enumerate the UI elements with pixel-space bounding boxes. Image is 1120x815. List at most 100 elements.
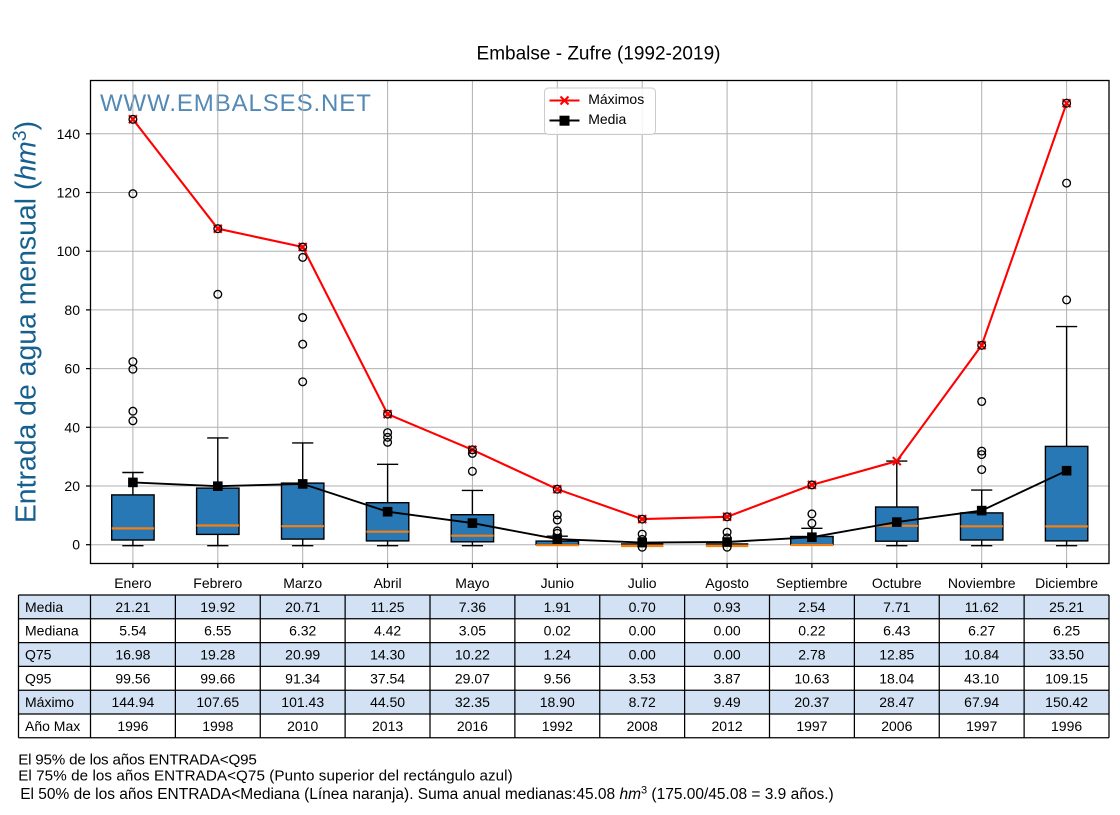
svg-text:120: 120 (57, 185, 81, 201)
svg-text:80: 80 (64, 302, 80, 318)
svg-text:14.30: 14.30 (370, 647, 405, 663)
svg-text:6.43: 6.43 (883, 623, 910, 639)
svg-text:0: 0 (72, 537, 80, 553)
svg-text:99.56: 99.56 (115, 670, 150, 686)
svg-text:Media: Media (588, 111, 626, 127)
svg-text:37.54: 37.54 (370, 670, 405, 686)
svg-text:20.99: 20.99 (285, 647, 320, 663)
svg-text:32.35: 32.35 (455, 694, 490, 710)
svg-text:1996: 1996 (1051, 718, 1082, 734)
svg-text:Embalse - Zufre (1992-2019): Embalse - Zufre (1992-2019) (477, 44, 721, 65)
svg-text:Media: Media (25, 599, 63, 615)
svg-text:7.71: 7.71 (883, 599, 910, 615)
svg-text:109.15: 109.15 (1045, 670, 1088, 686)
svg-text:1997: 1997 (796, 718, 827, 734)
svg-text:20: 20 (64, 478, 80, 494)
svg-text:3.87: 3.87 (713, 670, 740, 686)
svg-text:2006: 2006 (881, 718, 912, 734)
svg-text:2012: 2012 (712, 718, 743, 734)
svg-text:3.05: 3.05 (459, 623, 486, 639)
svg-text:20.71: 20.71 (285, 599, 320, 615)
svg-text:1992: 1992 (542, 718, 573, 734)
svg-text:12.85: 12.85 (879, 647, 914, 663)
svg-text:11.62: 11.62 (965, 599, 999, 615)
svg-text:29.07: 29.07 (455, 670, 490, 686)
svg-text:20.37: 20.37 (794, 694, 829, 710)
svg-text:El 50% de los años ENTRADA<Med: El 50% de los años ENTRADA<Mediana (Líne… (20, 785, 834, 804)
svg-text:19.92: 19.92 (200, 599, 235, 615)
svg-text:140: 140 (57, 126, 81, 142)
svg-text:3.53: 3.53 (629, 670, 656, 686)
svg-text:7.36: 7.36 (459, 599, 486, 615)
svg-text:107.65: 107.65 (196, 694, 239, 710)
svg-text:9.56: 9.56 (544, 670, 571, 686)
svg-text:16.98: 16.98 (115, 647, 150, 663)
svg-text:1.24: 1.24 (544, 647, 571, 663)
svg-text:19.28: 19.28 (200, 647, 235, 663)
svg-text:Octubre: Octubre (872, 575, 922, 591)
svg-text:60: 60 (64, 361, 80, 377)
svg-text:11.25: 11.25 (371, 599, 405, 615)
svg-text:Q95: Q95 (25, 670, 52, 686)
svg-text:Año Max: Año Max (25, 718, 80, 734)
svg-text:Agosto: Agosto (705, 575, 749, 591)
svg-text:El 75% de los años ENTRADA<Q75: El 75% de los años ENTRADA<Q75 (Punto su… (18, 768, 513, 785)
svg-text:8.72: 8.72 (629, 694, 656, 710)
svg-text:Febrero: Febrero (193, 575, 242, 591)
svg-text:0.93: 0.93 (713, 599, 740, 615)
svg-text:4.42: 4.42 (374, 623, 401, 639)
svg-text:0.00: 0.00 (629, 647, 656, 663)
svg-text:6.25: 6.25 (1053, 623, 1080, 639)
svg-text:Entrada de agua mensual (hm3): Entrada de agua mensual (hm3) (9, 121, 43, 523)
svg-text:100: 100 (57, 243, 81, 259)
svg-text:Julio: Julio (628, 575, 657, 591)
svg-text:21.21: 21.21 (115, 599, 150, 615)
svg-text:2010: 2010 (287, 718, 318, 734)
svg-text:2.78: 2.78 (798, 647, 825, 663)
svg-text:10.84: 10.84 (964, 647, 999, 663)
svg-text:6.55: 6.55 (204, 623, 231, 639)
svg-text:2013: 2013 (372, 718, 403, 734)
svg-text:1.91: 1.91 (544, 599, 571, 615)
svg-text:2016: 2016 (457, 718, 488, 734)
svg-text:1996: 1996 (117, 718, 148, 734)
svg-text:WWW.EMBALSES.NET: WWW.EMBALSES.NET (100, 90, 372, 117)
svg-text:Mediana: Mediana (25, 623, 79, 639)
svg-text:0.22: 0.22 (798, 623, 825, 639)
svg-text:99.66: 99.66 (200, 670, 235, 686)
svg-text:18.90: 18.90 (540, 694, 575, 710)
svg-text:El 95% de los años ENTRADA<Q95: El 95% de los años ENTRADA<Q95 (18, 752, 256, 769)
svg-text:0.00: 0.00 (713, 647, 740, 663)
svg-text:Máximo: Máximo (25, 694, 74, 710)
svg-text:1998: 1998 (202, 718, 233, 734)
svg-text:Mayo: Mayo (455, 575, 489, 591)
svg-text:2008: 2008 (627, 718, 658, 734)
svg-text:0.70: 0.70 (629, 599, 656, 615)
svg-text:44.50: 44.50 (370, 694, 405, 710)
svg-text:6.32: 6.32 (289, 623, 316, 639)
svg-text:10.63: 10.63 (794, 670, 829, 686)
svg-text:0.02: 0.02 (544, 623, 571, 639)
svg-text:25.21: 25.21 (1049, 599, 1084, 615)
svg-text:Diciembre: Diciembre (1035, 575, 1098, 591)
svg-text:144.94: 144.94 (111, 694, 154, 710)
svg-text:Máximos: Máximos (588, 91, 644, 107)
svg-text:Enero: Enero (114, 575, 152, 591)
svg-text:28.47: 28.47 (879, 694, 914, 710)
svg-text:10.22: 10.22 (455, 647, 490, 663)
svg-text:6.27: 6.27 (968, 623, 995, 639)
svg-text:150.42: 150.42 (1045, 694, 1088, 710)
svg-text:5.54: 5.54 (119, 623, 146, 639)
svg-text:0.00: 0.00 (713, 623, 740, 639)
svg-text:2.54: 2.54 (798, 599, 825, 615)
svg-text:Junio: Junio (541, 575, 575, 591)
svg-text:Abril: Abril (374, 575, 402, 591)
svg-text:Marzo: Marzo (283, 575, 322, 591)
svg-text:9.49: 9.49 (713, 694, 740, 710)
svg-text:91.34: 91.34 (285, 670, 320, 686)
svg-text:40: 40 (64, 419, 80, 435)
svg-text:18.04: 18.04 (879, 670, 914, 686)
svg-text:Noviembre: Noviembre (948, 575, 1016, 591)
svg-text:0.00: 0.00 (629, 623, 656, 639)
svg-text:Septiembre: Septiembre (776, 575, 848, 591)
